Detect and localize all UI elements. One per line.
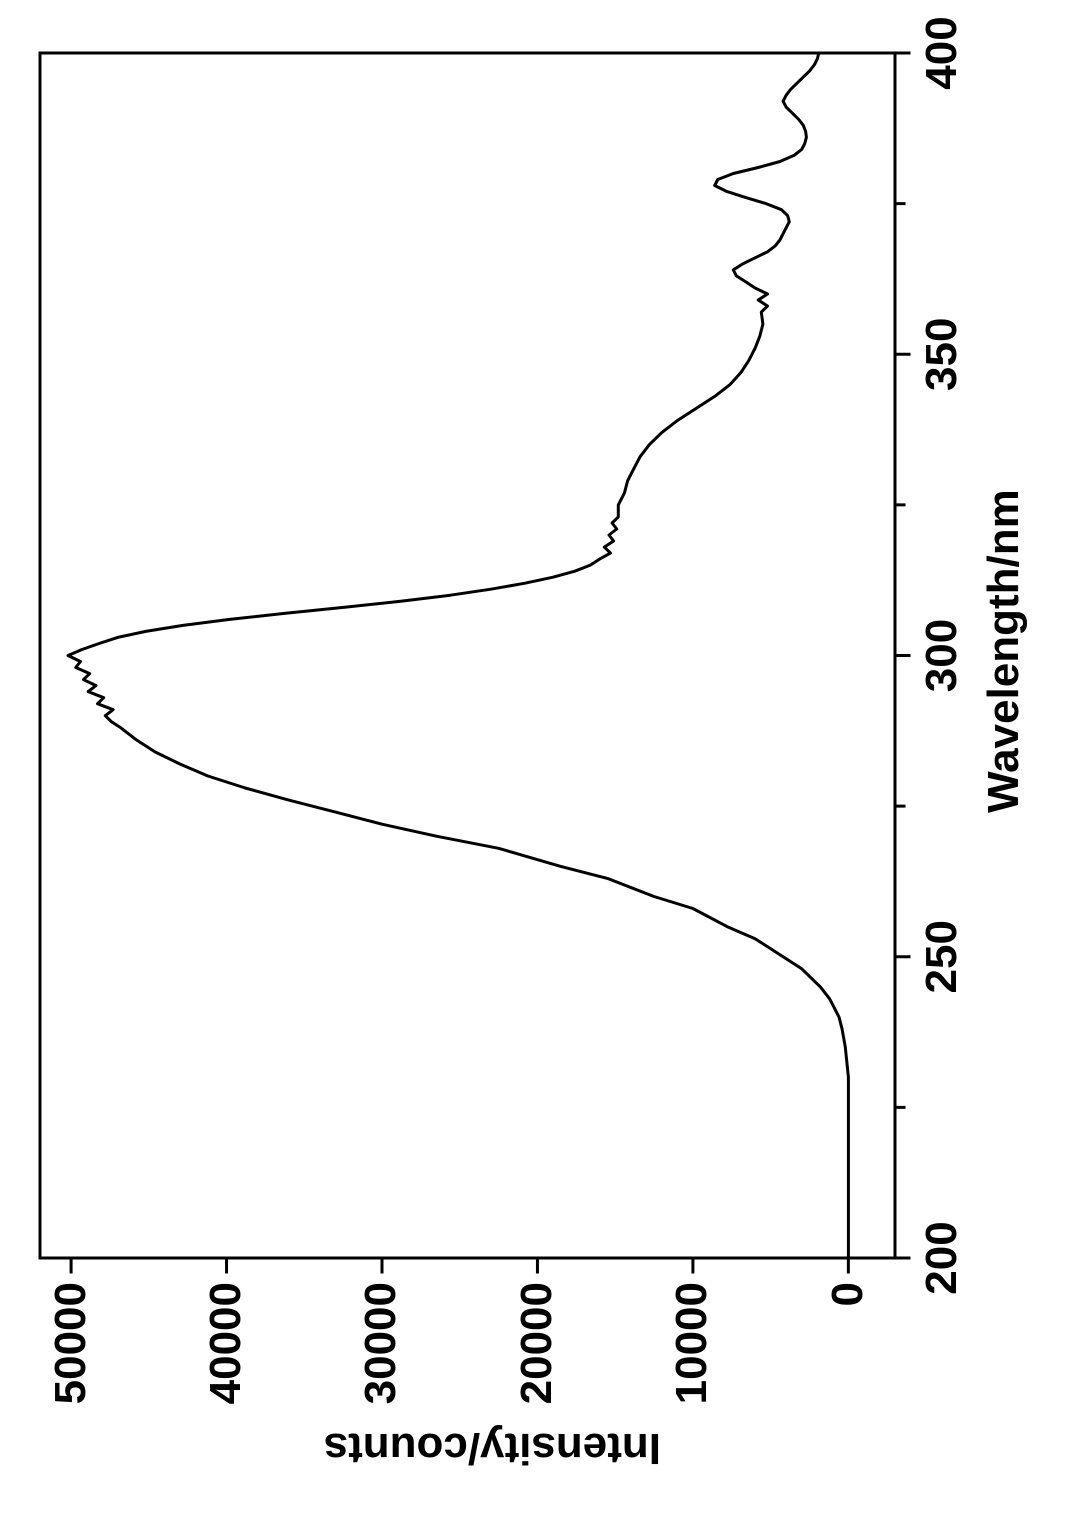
y-tick-label: 0 xyxy=(823,1282,873,1306)
x-tick-label: 200 xyxy=(917,1213,967,1303)
x-tick-label: 300 xyxy=(917,611,967,701)
x-tick-label: 400 xyxy=(917,8,967,98)
x-tick-label: 350 xyxy=(917,309,967,399)
chart-inner: Intensity/counts Wavelength/nm 200 250 300… xyxy=(0,0,1087,1533)
x-tick-label: 250 xyxy=(917,912,967,1002)
y-tick-label: 10000 xyxy=(667,1282,717,1404)
y-tick-label: 20000 xyxy=(512,1282,562,1404)
y-tick-label: 50000 xyxy=(46,1282,96,1404)
chart-container: Intensity/counts Wavelength/nm 200 250 300… xyxy=(0,0,1087,1533)
y-tick-label: 30000 xyxy=(356,1282,406,1404)
spectrum-series xyxy=(68,53,848,1258)
x-axis-label: Wavelength/nm xyxy=(979,489,1029,813)
y-axis-label: Intensity/counts xyxy=(324,1423,661,1473)
y-tick-label: 40000 xyxy=(201,1282,251,1404)
